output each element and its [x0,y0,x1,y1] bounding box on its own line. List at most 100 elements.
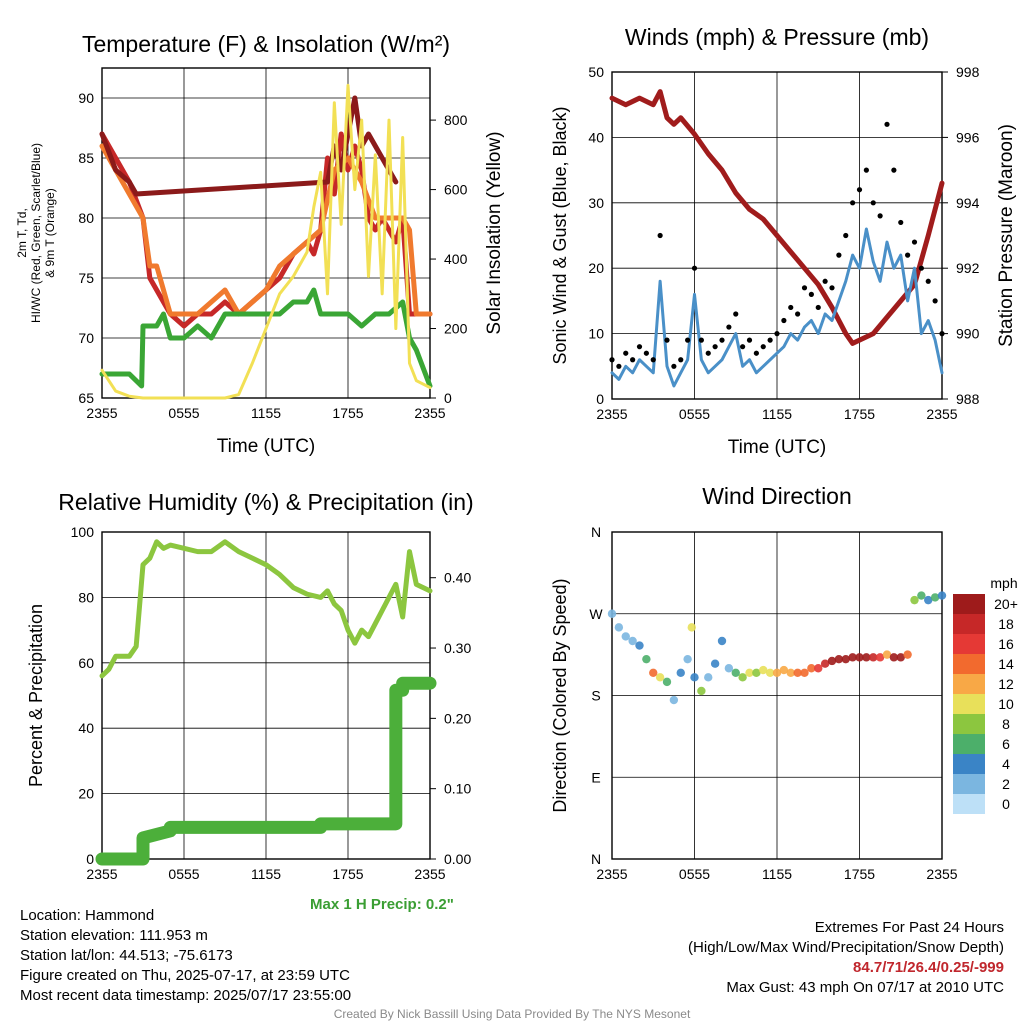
y-tick-label: W [589,606,603,622]
x-tick-label: 2355 [414,405,445,421]
credit-text: Created By Nick Bassill Using Data Provi… [333,1007,691,1021]
y2-tick-label: 990 [956,326,980,342]
series-point-gust [939,331,945,337]
y-axis-label-3: 2m T, Td, [15,208,29,258]
direction-point [683,654,692,664]
y-tick-label: 85 [78,150,94,166]
series-line-pressure [609,89,945,346]
direction-point [800,668,809,677]
series-point-gust [884,121,890,127]
direction-point [628,636,637,646]
y2-tick-label: 0.20 [444,710,471,726]
direction-point [896,653,905,662]
y2-tick-label: 994 [956,195,980,211]
series-point-gust [925,278,931,284]
legend-label: 8 [1002,716,1010,732]
legend-swatch [953,674,985,694]
legend-label: 0 [1002,796,1010,812]
x-tick-label: 2355 [596,866,627,882]
chart-title-1: Temperature (F) & Insolation (W/m²) [82,31,450,57]
series-point-gust [815,304,821,311]
direction-point [882,650,892,659]
series-point-gust [843,232,849,239]
y2-tick-label: 800 [444,112,468,128]
y-tick-label: E [591,769,600,785]
direction-point [690,673,699,682]
direction-point [745,668,754,677]
extremes-values: 84.7/71/26.4/0.25/-999 [853,959,1004,976]
direction-point [793,668,802,677]
direction-point [841,654,850,664]
direction-point [759,665,768,675]
y-tick-label: 40 [588,129,604,145]
series-point-gust [753,350,759,356]
legend-label: 4 [1002,756,1010,772]
y2-tick-label: 0.30 [444,640,471,656]
legend-swatch [953,694,985,714]
x-tick-label: 2355 [86,405,117,421]
series-line-td [99,287,433,389]
direction-point [724,664,734,673]
series-point-gust [801,285,808,291]
direction-point [655,673,665,682]
max-precip-note: Max 1 H Precip: 0.2" [310,896,454,913]
y-tick-label: 0 [86,851,94,867]
legend-label: 12 [998,676,1014,692]
direction-point [855,653,864,662]
direction-point [814,664,823,673]
y-tick-label: 40 [78,720,94,736]
latlon-text: Station lat/lon: 44.513; -75.6173 [20,947,233,964]
x-tick-label: 1155 [762,866,792,882]
chart-title-3: Relative Humidity (%) & Precipitation (i… [58,489,473,515]
y2-tick-label: 996 [956,129,980,145]
legend-swatch [953,714,985,734]
series-line-solar [100,83,432,400]
direction-point [889,653,899,662]
y-axis-label: Sonic Wind & Gust (Blue, Black) [550,106,570,364]
y-tick-label: 70 [78,330,94,346]
series-point-gust [712,344,718,350]
legend-swatch [953,794,985,814]
series-point-gust [836,252,842,258]
x-tick-label: 1755 [844,406,875,422]
series-point-gust [808,291,814,297]
series-point-gust [636,344,643,350]
series-point-gust [795,311,801,317]
direction-point [930,593,940,602]
created-text: Figure created on Thu, 2025-07-17, at 23… [20,967,350,984]
direction-point [834,654,844,664]
y-tick-label: 75 [78,270,94,286]
x-tick-label: 2355 [414,866,445,882]
extremes-block: Extremes For Past 24 Hours (High/Low/Max… [688,918,1004,998]
series-point-gust [657,232,663,239]
direction-point [779,665,789,675]
y-axis-label: Percent & Precipitation [26,604,46,787]
series-point-gust [856,187,863,193]
y2-tick-label: 998 [956,64,980,80]
series-point-gust [698,337,704,343]
series-point-gust [781,317,787,324]
direction-point [903,650,912,659]
series-point-gust [829,285,835,291]
direction-point [875,653,885,662]
direction-point [827,656,837,666]
x-tick-label: 1755 [332,405,363,421]
y-tick-label: 100 [71,524,95,540]
direction-point [642,654,651,664]
y-tick-label: 80 [78,210,94,226]
series-point-gust [905,252,911,258]
direction-point [924,595,933,605]
direction-point [649,668,658,677]
direction-point [687,623,696,632]
x-tick-label: 2355 [86,866,117,882]
series-point-gust [760,344,766,350]
series-point-gust [685,337,691,343]
direction-point [807,664,816,673]
series-point-gust [616,363,622,369]
y-tick-label: S [591,688,600,704]
y2-tick-label: 200 [444,321,468,337]
recent-text: Most recent data timestamp: 2025/07/17 2… [20,987,352,1004]
series-point-gust [719,337,725,343]
y-axis-label-2: & 9m T (Orange) [43,188,57,278]
series-point-gust [788,304,794,311]
